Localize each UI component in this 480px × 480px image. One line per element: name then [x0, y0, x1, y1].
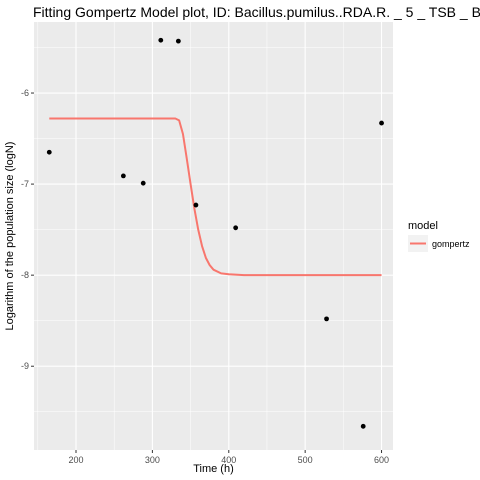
legend: model gompertz [408, 220, 470, 252]
data-point [194, 203, 199, 208]
legend-title: model [408, 220, 438, 232]
y-tick-label: -8 [21, 270, 29, 280]
data-point [379, 121, 384, 126]
y-axis-title: Logarithm of the population size (logN) [4, 142, 16, 331]
x-tick-label: 300 [145, 455, 160, 465]
plot-panel [34, 22, 393, 450]
x-tick-label: 200 [68, 455, 83, 465]
data-point [233, 225, 238, 230]
x-axis-title: Time (h) [193, 463, 234, 475]
y-tick-label: -9 [21, 361, 29, 371]
data-point [141, 181, 146, 186]
x-tick-label: 600 [374, 455, 389, 465]
data-point [176, 39, 181, 44]
y-tick-label: -6 [21, 88, 29, 98]
x-tick-label: 500 [298, 455, 313, 465]
data-point [121, 173, 126, 178]
chart-title: Fitting Gompertz Model plot, ID: Bacillu… [33, 4, 480, 20]
data-point [47, 150, 52, 155]
data-point [158, 38, 163, 43]
y-tick-label: -7 [21, 179, 29, 189]
data-point [324, 316, 329, 321]
legend-label-gompertz: gompertz [432, 239, 470, 249]
data-point [361, 424, 366, 429]
